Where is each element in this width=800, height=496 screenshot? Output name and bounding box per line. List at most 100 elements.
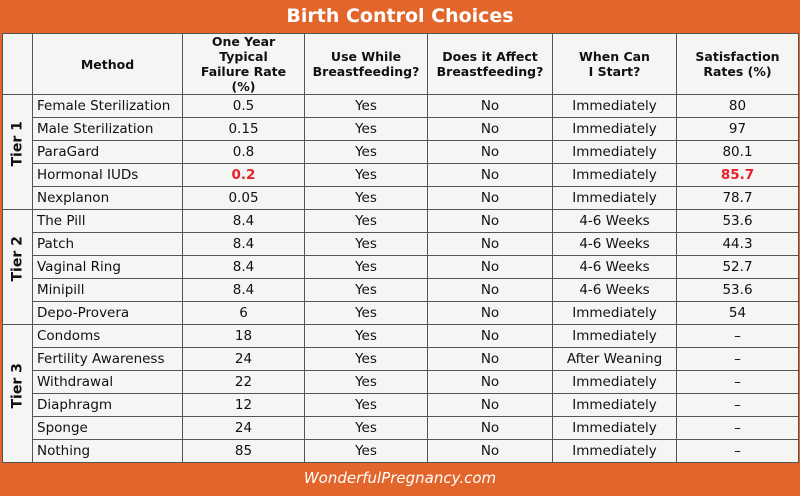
column-header: Method — [32, 33, 183, 95]
table-row: Minipill 8.4 Yes No 4-6 Weeks 53.6 — [3, 278, 799, 302]
table-cell: Yes — [304, 140, 428, 164]
table-cell: Yes — [304, 439, 428, 463]
method-cell: Withdrawal — [32, 370, 183, 394]
table: Method One Year Typical Failure Rate (%) U… — [2, 33, 799, 463]
table-cell: 22 — [182, 370, 305, 394]
table-cell: 18 — [182, 324, 305, 348]
table-cell: 52.7 — [676, 255, 799, 279]
table-cell: Yes — [304, 370, 428, 394]
table-cell: No — [427, 324, 553, 348]
table-cell: Immediately — [552, 140, 677, 164]
table-cell: – — [676, 324, 799, 348]
table-cell: 80.1 — [676, 140, 799, 164]
tier-label: Tier 1 — [9, 121, 26, 167]
table-cell: No — [427, 94, 553, 118]
table-cell: 8.4 — [182, 209, 305, 233]
table-cell: No — [427, 393, 553, 417]
table-cell: Yes — [304, 347, 428, 371]
footer: WonderfulPregnancy.com — [303, 469, 497, 487]
method-cell: Vaginal Ring — [32, 255, 183, 279]
table-cell: No — [427, 140, 553, 164]
table-cell: Yes — [304, 232, 428, 256]
column-header: One Year Typical Failure Rate (%) — [182, 33, 305, 95]
table-cell: Immediately — [552, 301, 677, 325]
table-row: Hormonal IUDs 0.2 Yes No Immediately 85.7 — [3, 163, 799, 187]
table-row: Patch 8.4 Yes No 4-6 Weeks 44.3 — [3, 232, 799, 256]
table-row: Fertility Awareness 24 Yes No After Weaning – — [3, 347, 799, 371]
table-cell: No — [427, 370, 553, 394]
method-cell: Sponge — [32, 416, 183, 440]
table-row: Nothing 85 Yes No Immediately – — [3, 439, 799, 463]
table-cell: Immediately — [552, 370, 677, 394]
method-cell: Male Sterilization — [32, 117, 183, 141]
table-cell: No — [427, 255, 553, 279]
table-cell: No — [427, 439, 553, 463]
method-cell: Nexplanon — [32, 186, 183, 210]
table-cell: – — [676, 347, 799, 371]
table-cell: 0.05 — [182, 186, 305, 210]
table-cell: Immediately — [552, 186, 677, 210]
table-cell: 24 — [182, 416, 305, 440]
table-cell: 6 — [182, 301, 305, 325]
table-cell: Yes — [304, 94, 428, 118]
table-cell: No — [427, 416, 553, 440]
method-cell: Female Sterilization — [32, 94, 183, 118]
table-cell: Yes — [304, 278, 428, 302]
table-cell: After Weaning — [552, 347, 677, 371]
tier-cell: Tier 1 — [2, 94, 33, 210]
table-cell: No — [427, 301, 553, 325]
method-cell: Fertility Awareness — [32, 347, 183, 371]
table-cell: Immediately — [552, 439, 677, 463]
tier-cell: Tier 2 — [2, 209, 33, 325]
table-cell: 53.6 — [676, 209, 799, 233]
tier-label: Tier 2 — [9, 236, 26, 282]
table-cell: – — [676, 416, 799, 440]
table-cell: No — [427, 117, 553, 141]
table-cell: 4-6 Weeks — [552, 278, 677, 302]
title: Birth Control Choices — [286, 5, 514, 27]
table-row: Sponge 24 Yes No Immediately – — [3, 416, 799, 440]
method-cell: Diaphragm — [32, 393, 183, 417]
column-header — [2, 33, 33, 95]
table-row: Vaginal Ring 8.4 Yes No 4-6 Weeks 52.7 — [3, 255, 799, 279]
table-cell: 54 — [676, 301, 799, 325]
table-row: Tier 2 The Pill 8.4 Yes No 4-6 Weeks 53.6 — [2, 209, 799, 325]
table-cell: 0.5 — [182, 94, 305, 118]
table-cell: 8.4 — [182, 232, 305, 256]
method-cell: Depo-Provera — [32, 301, 183, 325]
table-row: Nexplanon 0.05 Yes No Immediately 78.7 — [3, 186, 799, 210]
method-cell: Condoms — [32, 324, 183, 348]
method-cell: The Pill — [32, 209, 183, 233]
column-header: When Can I Start? — [552, 33, 677, 95]
table-cell: 4-6 Weeks — [552, 255, 677, 279]
table-cell: Yes — [304, 416, 428, 440]
table-row: Diaphragm 12 Yes No Immediately – — [3, 393, 799, 417]
table-cell: 85 — [182, 439, 305, 463]
tier-label: Tier 3 — [9, 362, 26, 408]
table-cell: No — [427, 232, 553, 256]
method-cell: Nothing — [32, 439, 183, 463]
column-header: Does it Affect Breastfeeding? — [427, 33, 553, 95]
table-cell: Yes — [304, 163, 428, 187]
table-cell: 80 — [676, 94, 799, 118]
table-cell: 44.3 — [676, 232, 799, 256]
table-cell: Yes — [304, 255, 428, 279]
table-cell: 8.4 — [182, 278, 305, 302]
table-cell: 97 — [676, 117, 799, 141]
table-cell: No — [427, 347, 553, 371]
table-cell: Immediately — [552, 324, 677, 348]
method-cell: Hormonal IUDs — [32, 163, 183, 187]
table-cell: Yes — [304, 301, 428, 325]
table-cell: 0.8 — [182, 140, 305, 164]
table-cell: 53.6 — [676, 278, 799, 302]
table-row: ParaGard 0.8 Yes No Immediately 80.1 — [3, 140, 799, 164]
header-row: Method One Year Typical Failure Rate (%) U… — [2, 33, 799, 95]
table-row: Tier 3 Condoms 18 Yes No Immediately – — [2, 324, 799, 463]
table-row: Withdrawal 22 Yes No Immediately – — [3, 370, 799, 394]
table-cell: – — [676, 393, 799, 417]
column-header: Use While Breastfeeding? — [304, 33, 428, 95]
table-cell: Yes — [304, 324, 428, 348]
table-cell: Yes — [304, 117, 428, 141]
column-header: Satisfaction Rates (%) — [676, 33, 799, 95]
method-cell: Minipill — [32, 278, 183, 302]
